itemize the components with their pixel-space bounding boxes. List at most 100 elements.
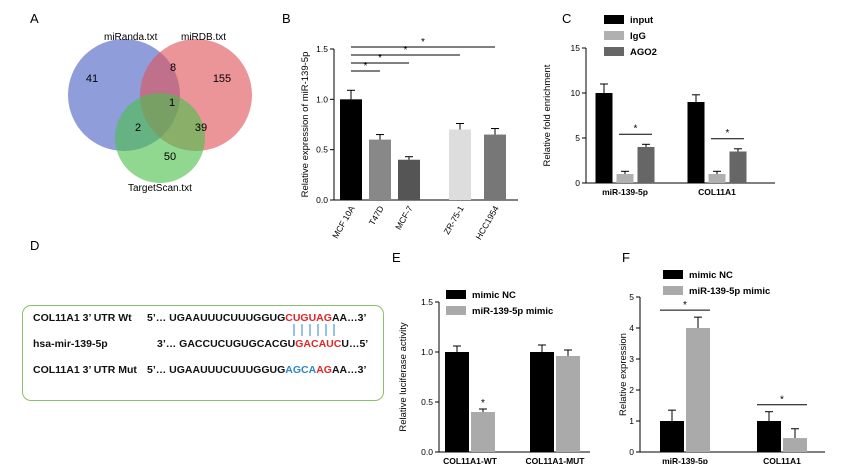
y-tick-label: 3 [629,354,634,364]
sequence-label-mut: COL11A1 3’ UTR Mut [33,364,137,376]
x-tick-label: miR-139-5p [602,187,648,197]
legend-label: mimic NC [689,270,733,281]
panel-label-e: E [392,250,401,265]
panel-label-d: D [30,238,39,253]
sequence-mirna-seed: GACAUC [295,338,342,350]
bar-1 [340,99,362,200]
x-tick-label: MCF 10A [330,204,357,240]
y-axis-label: Relative fold enrichment [542,64,553,166]
sequence-mirna-prefix: 3’… GACCUCUGUGCACGU [157,338,296,350]
sequence-mut-prefix: 5’… UGAAUUUCUUUGGUG [147,364,286,376]
venn-circle-targetscan [115,93,205,183]
bar-mimic-nc-2 [530,352,554,452]
y-tick-label: 10 [571,88,581,98]
bar-mimic-nc-1 [660,421,684,452]
sequence-mut: 5’… UGAAUUUCUUUGGUGAGCAAGAA…3’ [147,364,366,376]
y-tick-label: 1.0 [316,94,328,104]
sequence-mut-retained: AG [316,364,332,376]
legend-swatch [663,286,683,295]
y-tick-label: 0 [575,178,580,188]
bar-mir-139-5p-mimic-1 [686,328,710,452]
chart-b-cell-lines: 0.0 0.5 1.0 1.5 Relative expression of miR-1… [300,37,518,241]
sequence-mirna-suffix: U…5’ [341,338,369,350]
sequence-label-wt: COL11A1 3’ UTR Wt [33,312,132,324]
y-tick-label: 0.0 [421,447,433,457]
bar-mimic-nc-1 [445,352,469,452]
sequence-wt: 5’… UGAAUUUCUUUGGUGCUGUAGAA…3’ [147,312,366,324]
y-tick-label: 4 [629,323,634,333]
y-tick-label: 1.5 [316,44,328,54]
venn-diagram: miRanda.txt miRDB.txt TargetScan.txt 41 … [68,32,252,194]
legend-label: input [630,15,654,26]
x-tick-label: MCF-7 [393,204,415,232]
x-tick-label: T47D [367,204,386,227]
y-tick-label: 1 [629,416,634,426]
venn-label-mirdb: miRDB.txt [181,32,226,43]
legend-label: IgG [630,31,646,42]
panel-label-f: F [622,250,630,265]
sequence-mut-mutated: AGCA [285,364,317,376]
significance-star: * [404,45,408,56]
significance-star: * [421,37,425,48]
sequence-mirna: 3’… GACCUCUGUGCACGUGACAUCU…5’ [157,338,368,350]
x-tick-label: ZR-75-1 [441,204,465,236]
bar-mir-139-5p-mimic-1 [471,412,495,452]
sequence-alignment-box: COL11A1 3’ UTR Wt 5’… UGAAUUUCUUUGGUGCUG… [22,305,384,401]
x-tick-label: COL11A1-WT [443,456,498,464]
venn-count-all-three: 1 [169,97,175,109]
bar-igg-2 [708,174,726,183]
bar-input-1 [595,93,613,183]
bar-ago2-1 [637,147,655,183]
bar-input-2 [687,102,705,183]
legend-swatch [604,15,624,24]
base-pairing-lines [293,324,335,336]
chart-f-expression: 0 1 2 3 4 5 Relative expression miR-139-5p COL11… [618,270,825,464]
venn-count-mirdb-only: 155 [213,73,231,85]
bar-5 [484,134,506,200]
panel-label-a: A [30,11,39,26]
legend-label: mimic NC [472,290,516,301]
venn-count-mirdb-targetscan: 39 [195,122,207,134]
significance-star: * [634,123,638,134]
significance-star: * [364,61,368,72]
bar-3 [398,159,420,200]
bar-igg-1 [616,174,634,183]
sequence-mut-suffix: AA…3’ [331,364,367,376]
bar-mimic-nc-2 [757,421,781,452]
sequence-wt-suffix: AA…3’ [331,312,367,324]
chart-c-rip-enrichment: 0 5 10 15 Relative fold enrichment miR-139-5p… [542,15,775,197]
y-tick-label: 0.5 [316,145,328,155]
x-tick-label: COL11A1 [763,456,801,464]
venn-count-targetscan-only: 50 [164,151,176,163]
y-tick-label: 5 [629,292,634,302]
sequence-wt-prefix: 5’… UGAAUUUCUUUGGUG [147,312,286,324]
venn-count-miranda-only: 41 [86,73,98,85]
legend-swatch [604,31,624,40]
significance-star: * [481,398,485,409]
x-tick-label: COL11A1-MUT [525,456,585,464]
chart-e-luciferase: 0.0 0.5 1.0 1.5 Relative luciferase activity… [398,290,590,464]
venn-count-miranda-targetscan: 2 [135,122,141,134]
bar-mir-139-5p-mimic-2 [556,356,580,452]
sequence-label-mirna: hsa-mir-139-5p [33,338,108,350]
legend-label: miR-139-5p mimic [472,306,553,317]
venn-count-miranda-mirdb: 8 [170,62,176,74]
bar-2 [369,139,391,200]
venn-label-targetscan: TargetScan.txt [128,183,192,194]
y-axis-label: Relative luciferase activity [398,322,409,432]
y-tick-label: 1.0 [421,347,433,357]
legend-swatch [446,306,466,315]
bar-mir-139-5p-mimic-2 [783,438,807,452]
venn-label-miranda: miRanda.txt [104,32,158,43]
bar-ago2-2 [729,151,747,183]
x-tick-label: HCC1954 [473,204,500,242]
y-axis-label: Relative expression of miR-139-5p [300,52,311,198]
y-tick-label: 2 [629,385,634,395]
sequence-wt-seed: CUGUAG [285,312,332,324]
significance-star: * [726,128,730,139]
panel-label-b: B [282,11,291,26]
legend-label: AGO2 [630,47,657,58]
y-tick-label: 0.0 [316,195,328,205]
y-axis-label: Relative expression [618,333,629,416]
